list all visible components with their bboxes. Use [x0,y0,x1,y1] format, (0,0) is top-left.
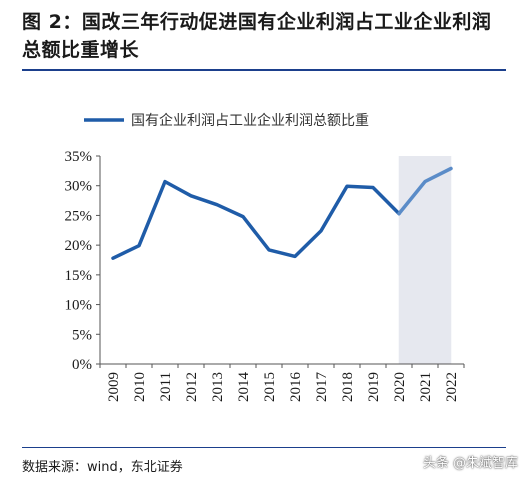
watermark: 头条 @朱斌智库 [422,456,518,471]
source-rule [22,447,506,448]
x-tick-label: 2022 [444,372,460,402]
shaded-period [398,156,452,364]
y-tick-label: 5% [72,327,92,343]
data-source: 数据来源：wind，东北证券 [22,460,183,475]
title-rule [22,69,506,71]
y-tick-label: 0% [72,357,92,373]
legend-label: 国有企业利润占工业企业利润总额比重 [131,112,369,129]
y-tick-label: 25% [65,208,93,224]
x-tick-label: 2012 [184,372,200,402]
x-tick-label: 2009 [106,372,122,402]
y-tick-label: 30% [65,179,93,195]
x-tick-label: 2011 [158,372,174,401]
x-tick-label: 2018 [340,372,356,402]
y-tick-label: 20% [65,238,93,254]
figure-title: 图 2：国改三年行动促进国有企业利润占工业企业利润总额比重增长 [22,11,492,61]
y-tick-label: 35% [65,149,93,165]
x-tick-label: 2015 [262,372,278,402]
y-tick-label: 10% [65,298,93,314]
x-tick-label: 2019 [366,372,382,402]
x-tick-label: 2013 [210,372,226,402]
x-tick-label: 2017 [314,372,330,403]
series-line [111,179,401,260]
x-tick-label: 2010 [132,372,148,402]
y-tick-label: 15% [65,268,93,284]
x-tick-label: 2021 [418,372,434,402]
x-tick-label: 2016 [288,372,304,403]
x-tick-label: 2020 [392,372,408,402]
x-tick-label: 2014 [236,372,252,403]
